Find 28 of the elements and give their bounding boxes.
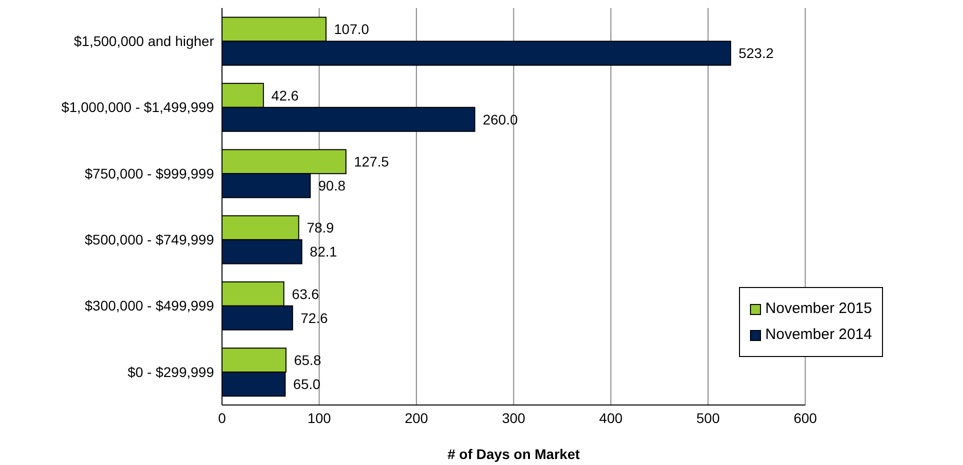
y-tick-label: $500,000 - $749,999 xyxy=(84,232,214,248)
y-tick-label: $300,000 - $499,999 xyxy=(84,298,214,314)
data-label: 65.8 xyxy=(294,352,322,368)
legend-label: November 2014 xyxy=(765,325,872,345)
data-label: 90.8 xyxy=(318,178,346,194)
x-tick-label: 500 xyxy=(696,410,720,426)
data-label: 78.9 xyxy=(306,220,334,236)
x-axis-title: # of Days on Market xyxy=(448,446,580,462)
data-label: 72.6 xyxy=(300,310,328,326)
data-label: 63.6 xyxy=(292,286,320,302)
y-tick-label: $750,000 - $999,999 xyxy=(84,165,214,182)
data-label: 65.0 xyxy=(293,376,321,392)
y-tick-label: $1,000,000 - $1,499,999 xyxy=(61,99,214,116)
y-tick-label: $0 - $299,999 xyxy=(128,364,214,380)
data-label: 523.2 xyxy=(738,45,774,62)
x-tick-label: 600 xyxy=(794,410,818,426)
y-tick-label: $1,500,000 and higher xyxy=(74,33,214,50)
x-tick-label: 300 xyxy=(502,410,526,426)
data-label: 127.5 xyxy=(354,154,390,170)
data-label: 82.1 xyxy=(310,244,338,260)
x-tick-label: 100 xyxy=(308,410,332,426)
x-tick-label: 200 xyxy=(404,410,428,426)
data-label: 42.6 xyxy=(271,87,299,104)
x-tick-label: 0 xyxy=(218,410,226,426)
legend-label: November 2015 xyxy=(765,299,872,319)
data-label: 260.0 xyxy=(482,111,518,128)
data-label: 107.0 xyxy=(334,21,370,38)
x-tick-label: 400 xyxy=(599,410,623,426)
